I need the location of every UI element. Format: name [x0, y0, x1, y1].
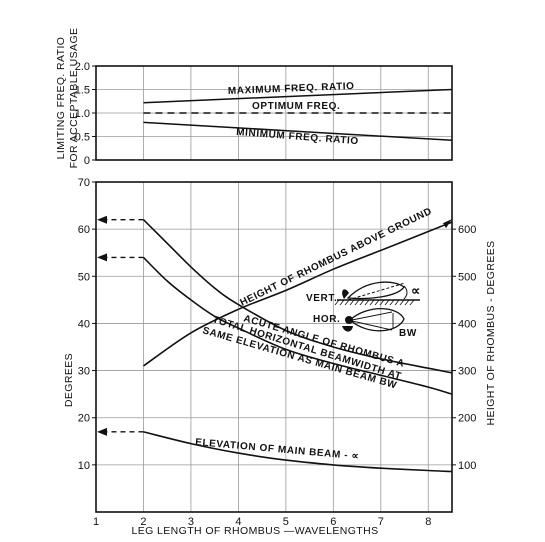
- top-y-axis-label-line1: LIMITING FREQ. RATIO: [55, 37, 67, 160]
- inset-vertical-sidelobe: [342, 289, 349, 299]
- label-maximum-freq-ratio: MAXIMUM FREQ. RATIO: [228, 81, 355, 97]
- top-panel-y-ticks: 0 0.5 1.0 1.5 2.0: [75, 61, 96, 167]
- right-y-axis-label: HEIGHT OF RHOMBUS - DEGREES: [485, 240, 497, 425]
- axis-arrows: [97, 215, 144, 436]
- series-maximum-freq-ratio: [143, 88, 453, 104]
- inset-vert-label: VERT.: [306, 293, 337, 304]
- label-horizontal-beamwidth-line1: TOTAL HORIZONTAL BEAMWIDTH AT: [211, 314, 403, 382]
- inset-alpha-label: ∝: [411, 283, 421, 298]
- inset-ground-hatch: [369, 299, 375, 306]
- bottom-panel-ticks: 10 20 30 40 50 60 70 100 200 300 400 500 600 1 2 3 4 5 6 7 8: [78, 177, 477, 528]
- inset-hor-label: HOR.: [313, 314, 340, 325]
- label-optimum-freq: OPTIMUM FREQ.: [252, 101, 340, 112]
- left-y-tick-label: 10: [78, 460, 90, 472]
- inset-ground-hatch: [399, 299, 405, 306]
- x-axis-label: LEG LENGTH OF RHOMBUS —WAVELENGTHS: [132, 525, 379, 537]
- inset-ground-hatch: [394, 299, 400, 306]
- x-tick-label: 2: [140, 516, 146, 528]
- right-y-tick-label: 300: [458, 366, 476, 378]
- inset-ground-hatch: [334, 299, 340, 306]
- top-y-axis-label-line2: FOR ACCEPTABLE USAGE: [68, 28, 80, 169]
- inset-ground-hatch: [384, 299, 390, 306]
- inset-horizontal-sidelobe: [342, 326, 353, 332]
- left-y-tick-label: 60: [78, 224, 90, 236]
- top-y-tick-label: 0: [84, 155, 90, 167]
- inset-ground-hatch: [344, 299, 350, 306]
- left-y-tick-label: 70: [78, 177, 90, 189]
- inset-ground-hatch: [404, 299, 410, 306]
- series-height-of-rhombus-above-ground: [143, 221, 453, 367]
- right-y-tick-label: 500: [458, 271, 476, 283]
- inset-ground-hatch: [349, 299, 355, 306]
- dashed-arrow-head: [97, 215, 107, 224]
- inset-bw-ray-upper: [351, 311, 393, 321]
- top-y-tick-label: 1.5: [75, 85, 90, 97]
- inset-vertical-lobe: [346, 281, 405, 300]
- radiation-pattern-inset: [334, 281, 420, 332]
- inset-ground-hatch: [339, 299, 345, 306]
- right-y-tick-label: 100: [458, 460, 476, 472]
- inset-horizontal-center: [345, 316, 353, 324]
- x-tick-label: 8: [425, 516, 431, 528]
- x-tick-label: 3: [188, 516, 194, 528]
- left-y-tick-label: 30: [78, 366, 90, 378]
- left-y-tick-label: 40: [78, 318, 90, 330]
- right-y-tick-label: 200: [458, 413, 476, 425]
- series-acute-angle-of-rhombus-a: [142, 219, 453, 374]
- series-total-horizontal-beamwidth-at-same-elevation-as-main-beam-bw: [142, 256, 453, 395]
- x-tick-label: 1: [93, 516, 99, 528]
- top-y-tick-label: 2.0: [75, 61, 90, 73]
- inset-ground-hatch: [359, 299, 365, 306]
- left-y-tick-label: 50: [78, 271, 90, 283]
- dashed-arrow-head: [97, 427, 107, 436]
- inset-ground-hatch: [364, 299, 370, 306]
- top-y-tick-label: 0.5: [75, 132, 90, 144]
- right-y-tick-label: 400: [458, 318, 476, 330]
- series-minimum-freq-ratio: [143, 121, 453, 142]
- inset-ground-hatch: [389, 299, 395, 306]
- series-elevation-of-main-beam: [143, 431, 453, 473]
- inset-ground-hatch: [354, 299, 360, 306]
- left-y-axis-label: DEGREES: [63, 353, 75, 407]
- inset-alpha-arc: [403, 285, 408, 300]
- inset-ground-hatch: [379, 299, 385, 306]
- bottom-panel-frame: [95, 181, 453, 513]
- x-tick-label: 4: [235, 516, 241, 528]
- bottom-panel-border: [95, 181, 453, 513]
- right-y-tick-label: 600: [458, 224, 476, 236]
- inset-bw-label: BW: [399, 328, 417, 339]
- left-y-tick-label: 20: [78, 413, 90, 425]
- bottom-panel-grid: [96, 182, 452, 512]
- x-tick-label: 6: [330, 516, 336, 528]
- x-tick-label: 7: [378, 516, 384, 528]
- x-tick-label: 5: [283, 516, 289, 528]
- dashed-arrow-head: [97, 253, 107, 262]
- inset-ground-hatch: [374, 299, 380, 306]
- inset-bw-ray-lower: [351, 320, 393, 331]
- series-layer: [142, 88, 453, 473]
- inset-horizontal-lobe: [349, 308, 405, 332]
- inset-ground-hatch: [409, 299, 415, 306]
- label-minimum-freq-ratio: MINIMUM FREQ. RATIO: [236, 127, 359, 147]
- height-curve-arrowhead: [443, 219, 452, 229]
- top-y-tick-label: 1.0: [75, 108, 90, 120]
